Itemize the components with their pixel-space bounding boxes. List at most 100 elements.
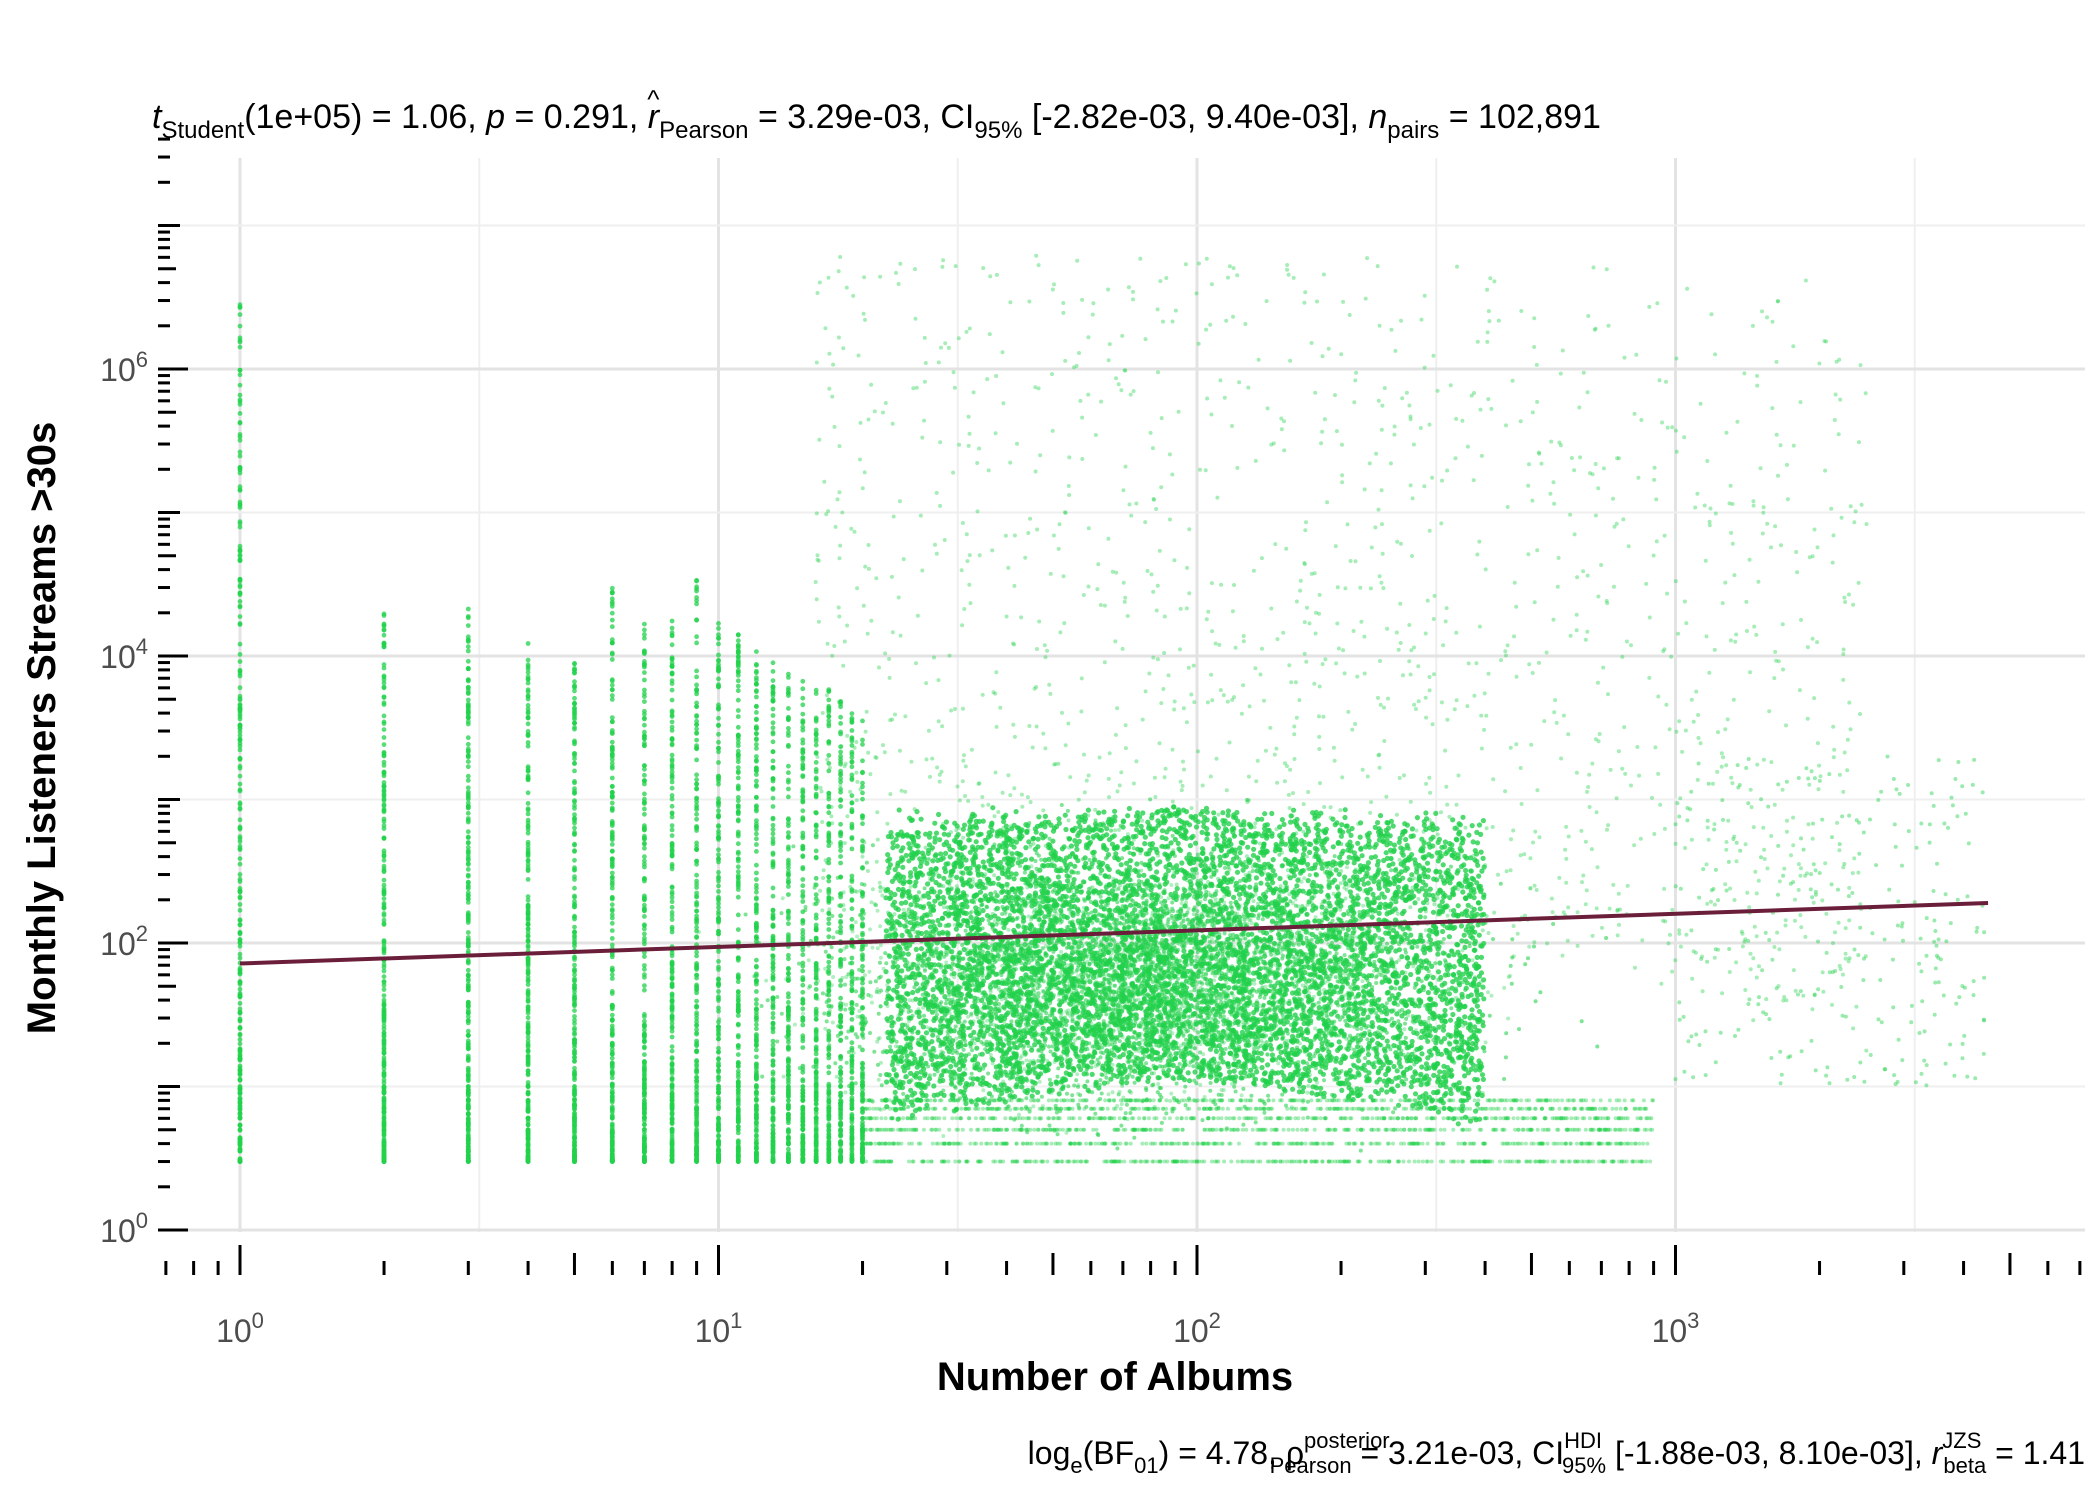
data-point	[465, 658, 471, 664]
data-point	[381, 1159, 387, 1164]
data-point	[609, 697, 615, 702]
data-point	[800, 1106, 806, 1112]
data-point	[735, 775, 741, 781]
data-point	[381, 987, 387, 992]
data-point	[716, 1115, 721, 1121]
data-point	[642, 661, 647, 667]
data-point	[786, 865, 791, 871]
data-point	[826, 1036, 832, 1041]
data-point	[669, 962, 675, 968]
data-point	[525, 961, 531, 967]
data-point	[770, 684, 776, 690]
data-point	[669, 1153, 675, 1158]
data-point	[237, 1041, 243, 1047]
data-point	[716, 731, 721, 737]
data-point	[716, 706, 721, 712]
data-point	[1464, 1127, 1469, 1132]
data-point	[381, 968, 387, 974]
data-point	[572, 954, 577, 960]
data-point	[754, 1001, 759, 1007]
data-point	[754, 842, 759, 847]
data-point	[735, 748, 741, 754]
data-point	[1515, 1116, 1520, 1121]
data-point	[237, 437, 243, 443]
data-point	[609, 1026, 615, 1032]
data-point	[572, 1090, 577, 1096]
data-point	[572, 780, 577, 786]
data-point	[642, 1072, 647, 1077]
data-point	[609, 751, 615, 757]
data-point	[1008, 1116, 1013, 1121]
data-point	[237, 825, 243, 831]
data-point	[694, 972, 699, 978]
data-point	[694, 901, 699, 907]
data-point	[735, 974, 741, 979]
data-point	[642, 1076, 647, 1082]
data-point	[694, 861, 699, 867]
data-point	[609, 590, 615, 596]
data-point	[838, 729, 843, 735]
data-point	[1359, 1141, 1364, 1146]
data-point	[237, 659, 243, 664]
data-point	[754, 997, 759, 1003]
data-point	[735, 1084, 741, 1089]
data-point	[1027, 1141, 1032, 1146]
data-point	[716, 803, 721, 809]
data-point	[770, 1098, 776, 1103]
data-point	[800, 865, 806, 870]
data-point	[609, 687, 615, 693]
data-point	[609, 1004, 615, 1010]
data-point	[849, 821, 855, 827]
data-point	[669, 811, 675, 816]
data-point	[1641, 1098, 1646, 1103]
data-point	[237, 1115, 243, 1121]
data-point	[609, 1090, 615, 1096]
data-point	[770, 1115, 776, 1121]
data-point	[826, 713, 832, 719]
data-point	[669, 1134, 675, 1140]
data-point	[609, 1084, 615, 1089]
data-point	[786, 1039, 791, 1045]
data-point	[694, 1058, 699, 1063]
data-point	[849, 1115, 855, 1121]
data-point	[770, 1123, 776, 1128]
data-point	[381, 911, 387, 916]
data-point	[237, 741, 243, 746]
data-point	[813, 848, 819, 854]
data-point	[381, 1154, 387, 1159]
data-point	[770, 725, 776, 731]
data-point	[572, 1044, 577, 1050]
data-point	[694, 668, 699, 674]
data-point	[1318, 1116, 1323, 1121]
data-point	[237, 991, 243, 996]
data-point	[786, 830, 791, 835]
data-point	[1429, 1159, 1434, 1164]
data-point	[770, 786, 776, 791]
data-point	[860, 1079, 865, 1085]
data-point	[800, 678, 806, 684]
data-point	[1389, 1098, 1394, 1103]
data-point	[901, 1116, 906, 1121]
data-point	[381, 713, 387, 719]
data-point	[694, 584, 699, 590]
data-point	[572, 867, 577, 872]
data-point	[735, 1033, 741, 1038]
data-point	[525, 801, 531, 806]
data-point	[609, 920, 615, 926]
data-point	[381, 788, 387, 793]
data-point	[525, 1056, 531, 1062]
data-point	[465, 785, 471, 791]
data-point	[237, 548, 243, 554]
data-point	[525, 853, 531, 859]
data-point	[465, 773, 471, 779]
data-point	[525, 807, 531, 813]
data-point	[237, 401, 243, 407]
data-point	[754, 849, 759, 854]
data-point	[572, 1077, 577, 1083]
data-point	[754, 682, 759, 687]
data-point	[669, 1067, 675, 1073]
data-point	[609, 1159, 615, 1164]
data-point	[716, 1121, 721, 1127]
data-point	[525, 858, 531, 864]
data-point	[1290, 1127, 1295, 1132]
